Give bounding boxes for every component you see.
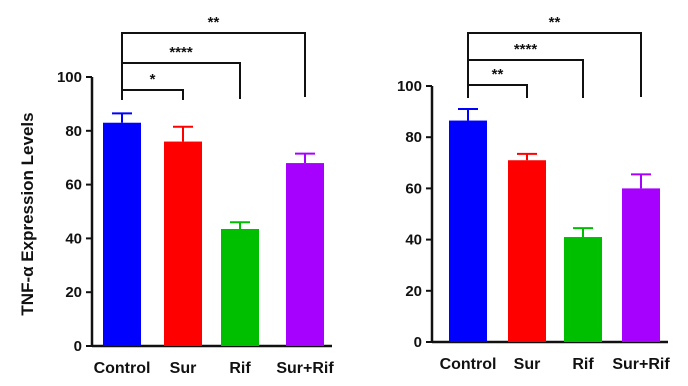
significance-label: * — [150, 71, 156, 88]
significance-label: **** — [169, 44, 193, 61]
x-tick-label: Sur — [170, 360, 197, 377]
significance-bracket — [121, 62, 241, 99]
y-tick-label: 60 — [65, 177, 82, 194]
y-tick-label: 100 — [57, 69, 82, 86]
significance-bracket — [121, 89, 184, 100]
y-axis-label: TNF-α Expression Levels — [18, 112, 37, 315]
significance-bracket — [121, 32, 306, 97]
x-tick-label: Sur — [514, 356, 541, 373]
x-tick-label: Control — [94, 360, 151, 377]
x-tick-label: Sur+Rif — [276, 360, 334, 377]
x-tick-label: Rif — [572, 356, 594, 373]
bar — [622, 188, 660, 342]
bar — [164, 141, 202, 346]
y-tick-label: 20 — [405, 283, 422, 300]
y-tick-label: 100 — [397, 78, 422, 95]
significance-bracket — [467, 59, 584, 98]
x-tick-label: Control — [440, 356, 497, 373]
bar — [564, 237, 602, 342]
significance-bracket — [467, 32, 642, 97]
x-tick-label: Rif — [229, 360, 251, 377]
bar — [449, 120, 487, 342]
bar — [286, 163, 324, 346]
y-tick-label: 60 — [405, 180, 422, 197]
y-tick-label: 0 — [414, 334, 422, 351]
significance-bracket — [467, 84, 528, 98]
significance-label: ** — [549, 14, 561, 31]
bar — [103, 122, 141, 346]
y-tick-label: 20 — [65, 284, 82, 301]
y-tick-label: 0 — [74, 338, 82, 355]
significance-label: **** — [514, 41, 538, 58]
y-tick-label: 40 — [65, 230, 82, 247]
y-tick-label: 80 — [65, 123, 82, 140]
significance-label: ** — [208, 14, 220, 31]
x-tick-label: Sur+Rif — [612, 356, 670, 373]
bar — [221, 228, 259, 346]
y-tick-label: 40 — [405, 232, 422, 249]
y-tick-label: 80 — [405, 129, 422, 146]
significance-label: ** — [492, 66, 504, 83]
bar — [508, 160, 546, 342]
